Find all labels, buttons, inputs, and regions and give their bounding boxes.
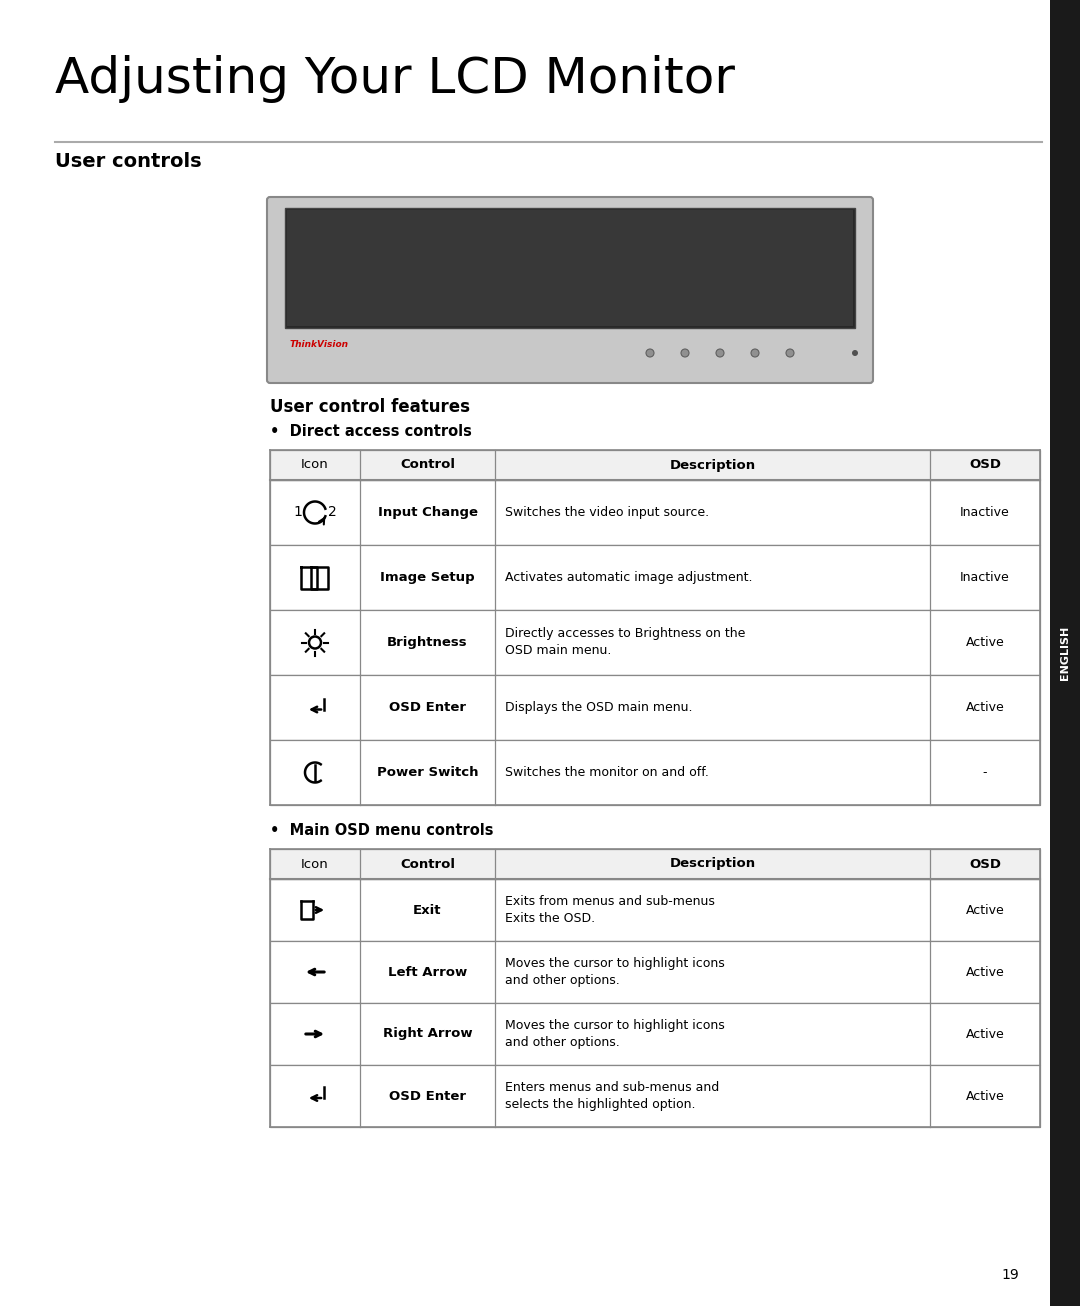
Text: ENGLISH: ENGLISH <box>1059 626 1070 680</box>
Text: Icon: Icon <box>301 458 329 471</box>
Text: Description: Description <box>670 858 756 871</box>
Circle shape <box>646 349 654 357</box>
Text: Image Setup: Image Setup <box>380 571 475 584</box>
Polygon shape <box>311 567 328 589</box>
Bar <box>285 208 855 328</box>
Text: ThinkVision: ThinkVision <box>291 340 349 349</box>
Text: Power Switch: Power Switch <box>377 767 478 778</box>
Text: OSD: OSD <box>969 858 1001 871</box>
Text: Moves the cursor to highlight icons
and other options.: Moves the cursor to highlight icons and … <box>505 1019 725 1049</box>
Text: 19: 19 <box>1001 1268 1018 1282</box>
Text: Directly accesses to Brightness on the
OSD main menu.: Directly accesses to Brightness on the O… <box>505 627 745 657</box>
Bar <box>270 1003 1040 1064</box>
Bar <box>270 481 1040 545</box>
Text: OSD Enter: OSD Enter <box>389 701 465 714</box>
Text: Switches the video input source.: Switches the video input source. <box>505 505 710 518</box>
Text: Icon: Icon <box>301 858 329 871</box>
Text: Activates automatic image adjustment.: Activates automatic image adjustment. <box>505 571 753 584</box>
Text: Input Change: Input Change <box>378 505 477 518</box>
Text: Inactive: Inactive <box>960 571 1010 584</box>
Bar <box>270 1064 1040 1127</box>
Text: Moves the cursor to highlight icons
and other options.: Moves the cursor to highlight icons and … <box>505 957 725 987</box>
Circle shape <box>786 349 794 357</box>
Text: 2: 2 <box>327 505 336 520</box>
Circle shape <box>852 350 858 357</box>
Circle shape <box>751 349 759 357</box>
Text: Control: Control <box>400 458 455 471</box>
Text: Active: Active <box>966 1028 1004 1041</box>
Text: Switches the monitor on and off.: Switches the monitor on and off. <box>505 767 708 778</box>
Text: Inactive: Inactive <box>960 505 1010 518</box>
Text: 1: 1 <box>294 505 302 520</box>
Text: Active: Active <box>966 701 1004 714</box>
Text: Exit: Exit <box>414 904 442 917</box>
Bar <box>270 942 1040 1003</box>
Text: Brightness: Brightness <box>388 636 468 649</box>
Text: Exits from menus and sub-menus
Exits the OSD.: Exits from menus and sub-menus Exits the… <box>505 895 715 925</box>
Text: OSD Enter: OSD Enter <box>389 1089 465 1102</box>
Text: Description: Description <box>670 458 756 471</box>
Text: OSD: OSD <box>969 458 1001 471</box>
Bar <box>270 545 1040 610</box>
Bar <box>270 741 1040 804</box>
Text: Enters menus and sub-menus and
selects the highlighted option.: Enters menus and sub-menus and selects t… <box>505 1081 719 1111</box>
Bar <box>270 675 1040 741</box>
Text: Active: Active <box>966 904 1004 917</box>
Circle shape <box>681 349 689 357</box>
Text: Active: Active <box>966 1089 1004 1102</box>
Bar <box>270 610 1040 675</box>
Text: •  Main OSD menu controls: • Main OSD menu controls <box>270 823 494 838</box>
Text: •  Direct access controls: • Direct access controls <box>270 424 472 439</box>
Bar <box>1050 0 1080 1306</box>
Bar <box>270 451 1040 481</box>
Bar <box>270 849 1040 879</box>
FancyBboxPatch shape <box>267 197 873 383</box>
Circle shape <box>716 349 724 357</box>
Bar <box>270 879 1040 942</box>
Text: -: - <box>983 767 987 778</box>
Text: Adjusting Your LCD Monitor: Adjusting Your LCD Monitor <box>55 55 735 103</box>
Text: Control: Control <box>400 858 455 871</box>
Text: User control features: User control features <box>270 398 470 417</box>
Text: User controls: User controls <box>55 151 202 171</box>
Bar <box>287 210 853 326</box>
Text: Right Arrow: Right Arrow <box>382 1028 472 1041</box>
Text: Active: Active <box>966 636 1004 649</box>
Text: Left Arrow: Left Arrow <box>388 965 468 978</box>
Text: Active: Active <box>966 965 1004 978</box>
Text: Displays the OSD main menu.: Displays the OSD main menu. <box>505 701 692 714</box>
